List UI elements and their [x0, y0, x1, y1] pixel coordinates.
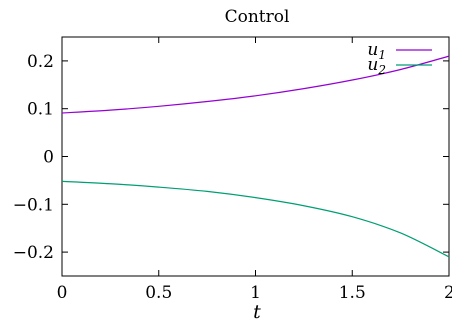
series-lines [61, 55, 450, 258]
chart-title: Control [225, 7, 290, 27]
x-tick-label: 1.5 [339, 283, 366, 303]
x-tick-label: 1 [250, 283, 261, 303]
series-line-u2 [61, 180, 450, 258]
y-tick-label: 0 [43, 148, 54, 168]
plot-border [61, 36, 450, 277]
series-line-u1 [61, 55, 450, 114]
x-axis: 0 0.5 1 1.5 2 [57, 37, 452, 303]
x-tick-label: 2 [444, 283, 452, 303]
y-tick-label: −0.2 [13, 243, 54, 263]
y-axis: 0.2 0.1 0 −0.1 −0.2 [13, 52, 449, 263]
x-tick-label: 0.5 [145, 283, 172, 303]
plot-frame [61, 36, 450, 277]
y-tick-label: 0.1 [27, 100, 54, 120]
x-axis-label: t [253, 301, 261, 323]
y-tick-label: −0.1 [13, 195, 54, 215]
x-tick-label: 0 [57, 283, 68, 303]
y-tick-label: 0.2 [27, 52, 54, 72]
